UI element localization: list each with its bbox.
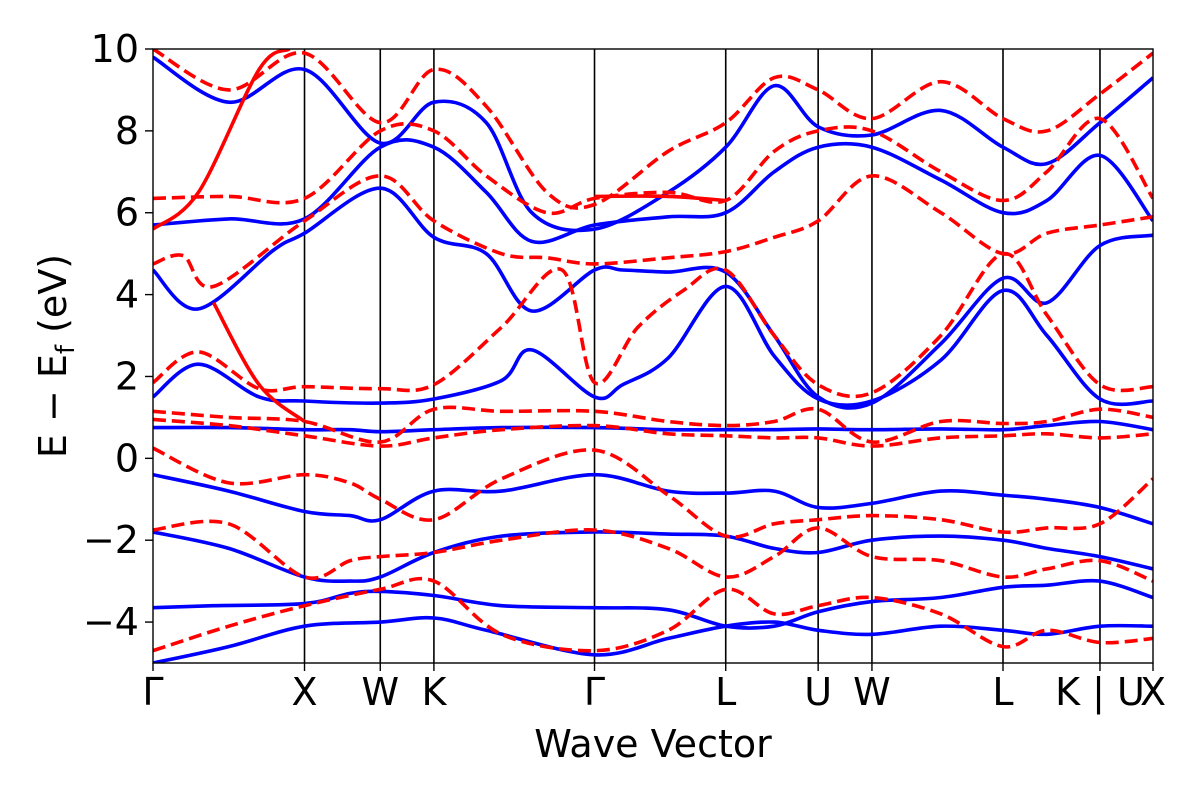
band-red-solid-1 [153, 49, 291, 231]
y-tick-label-5: 6 [115, 191, 139, 235]
x-axis-label: Wave Vector [534, 722, 772, 766]
y-axis-ticks: −4 −2 0 2 4 6 8 10 [83, 27, 153, 644]
band-blue-4 [153, 419, 1153, 434]
y-tick-label-4: 4 [115, 273, 139, 317]
x-tick-label-10: X [1140, 670, 1166, 714]
high-symmetry-lines [303, 49, 1101, 663]
x-tick-label-7: W [853, 670, 891, 714]
x-tick-label-8: L [992, 670, 1013, 714]
x-tick-label-0: Γ [142, 670, 163, 714]
band-red-solid-2 [212, 301, 306, 423]
band-red-3 [153, 405, 1153, 444]
x-tick-label-2: W [361, 670, 399, 714]
y-tick-label-0: −4 [83, 600, 139, 644]
band-blue-9 [153, 615, 1153, 663]
band-red-1 [153, 519, 1153, 583]
x-tick-label-5: L [715, 670, 736, 714]
x-tick-label-1: X [291, 670, 317, 714]
y-axis-label-unit: (eV) [31, 254, 75, 345]
band-blue-6 [153, 186, 1153, 410]
band-red-8 [153, 49, 1153, 210]
y-tick-label-7: 10 [91, 27, 139, 71]
x-tick-label-3: K [421, 670, 447, 714]
band-red-4 [153, 417, 1153, 448]
band-blue-3 [153, 472, 1153, 526]
band-red-solid-3 [594, 194, 726, 203]
band-red-9 [153, 576, 1153, 653]
band-lines [153, 49, 1153, 663]
y-tick-label-2: 0 [115, 436, 139, 480]
band-blue-5 [153, 284, 1153, 408]
x-tick-label-9: K | U [1055, 670, 1145, 715]
y-axis-label-subscript: f [51, 344, 81, 354]
band-blue-7 [153, 138, 1153, 245]
band-blue-1 [153, 578, 1153, 630]
y-axis-label: E − Ef (eV) [31, 254, 81, 458]
band-red-7 [153, 116, 1153, 216]
plot-frame [152, 48, 1154, 664]
x-tick-label-6: U [804, 670, 832, 714]
band-red-2 [153, 446, 1153, 539]
band-blue-2 [153, 530, 1153, 584]
y-tick-label-1: −2 [83, 518, 139, 562]
y-tick-label-6: 8 [115, 109, 139, 153]
band-red-6 [153, 174, 1153, 289]
y-tick-label-3: 2 [115, 354, 139, 398]
y-axis-label-main: E − E [31, 354, 75, 458]
x-tick-label-4: Γ [584, 670, 605, 714]
